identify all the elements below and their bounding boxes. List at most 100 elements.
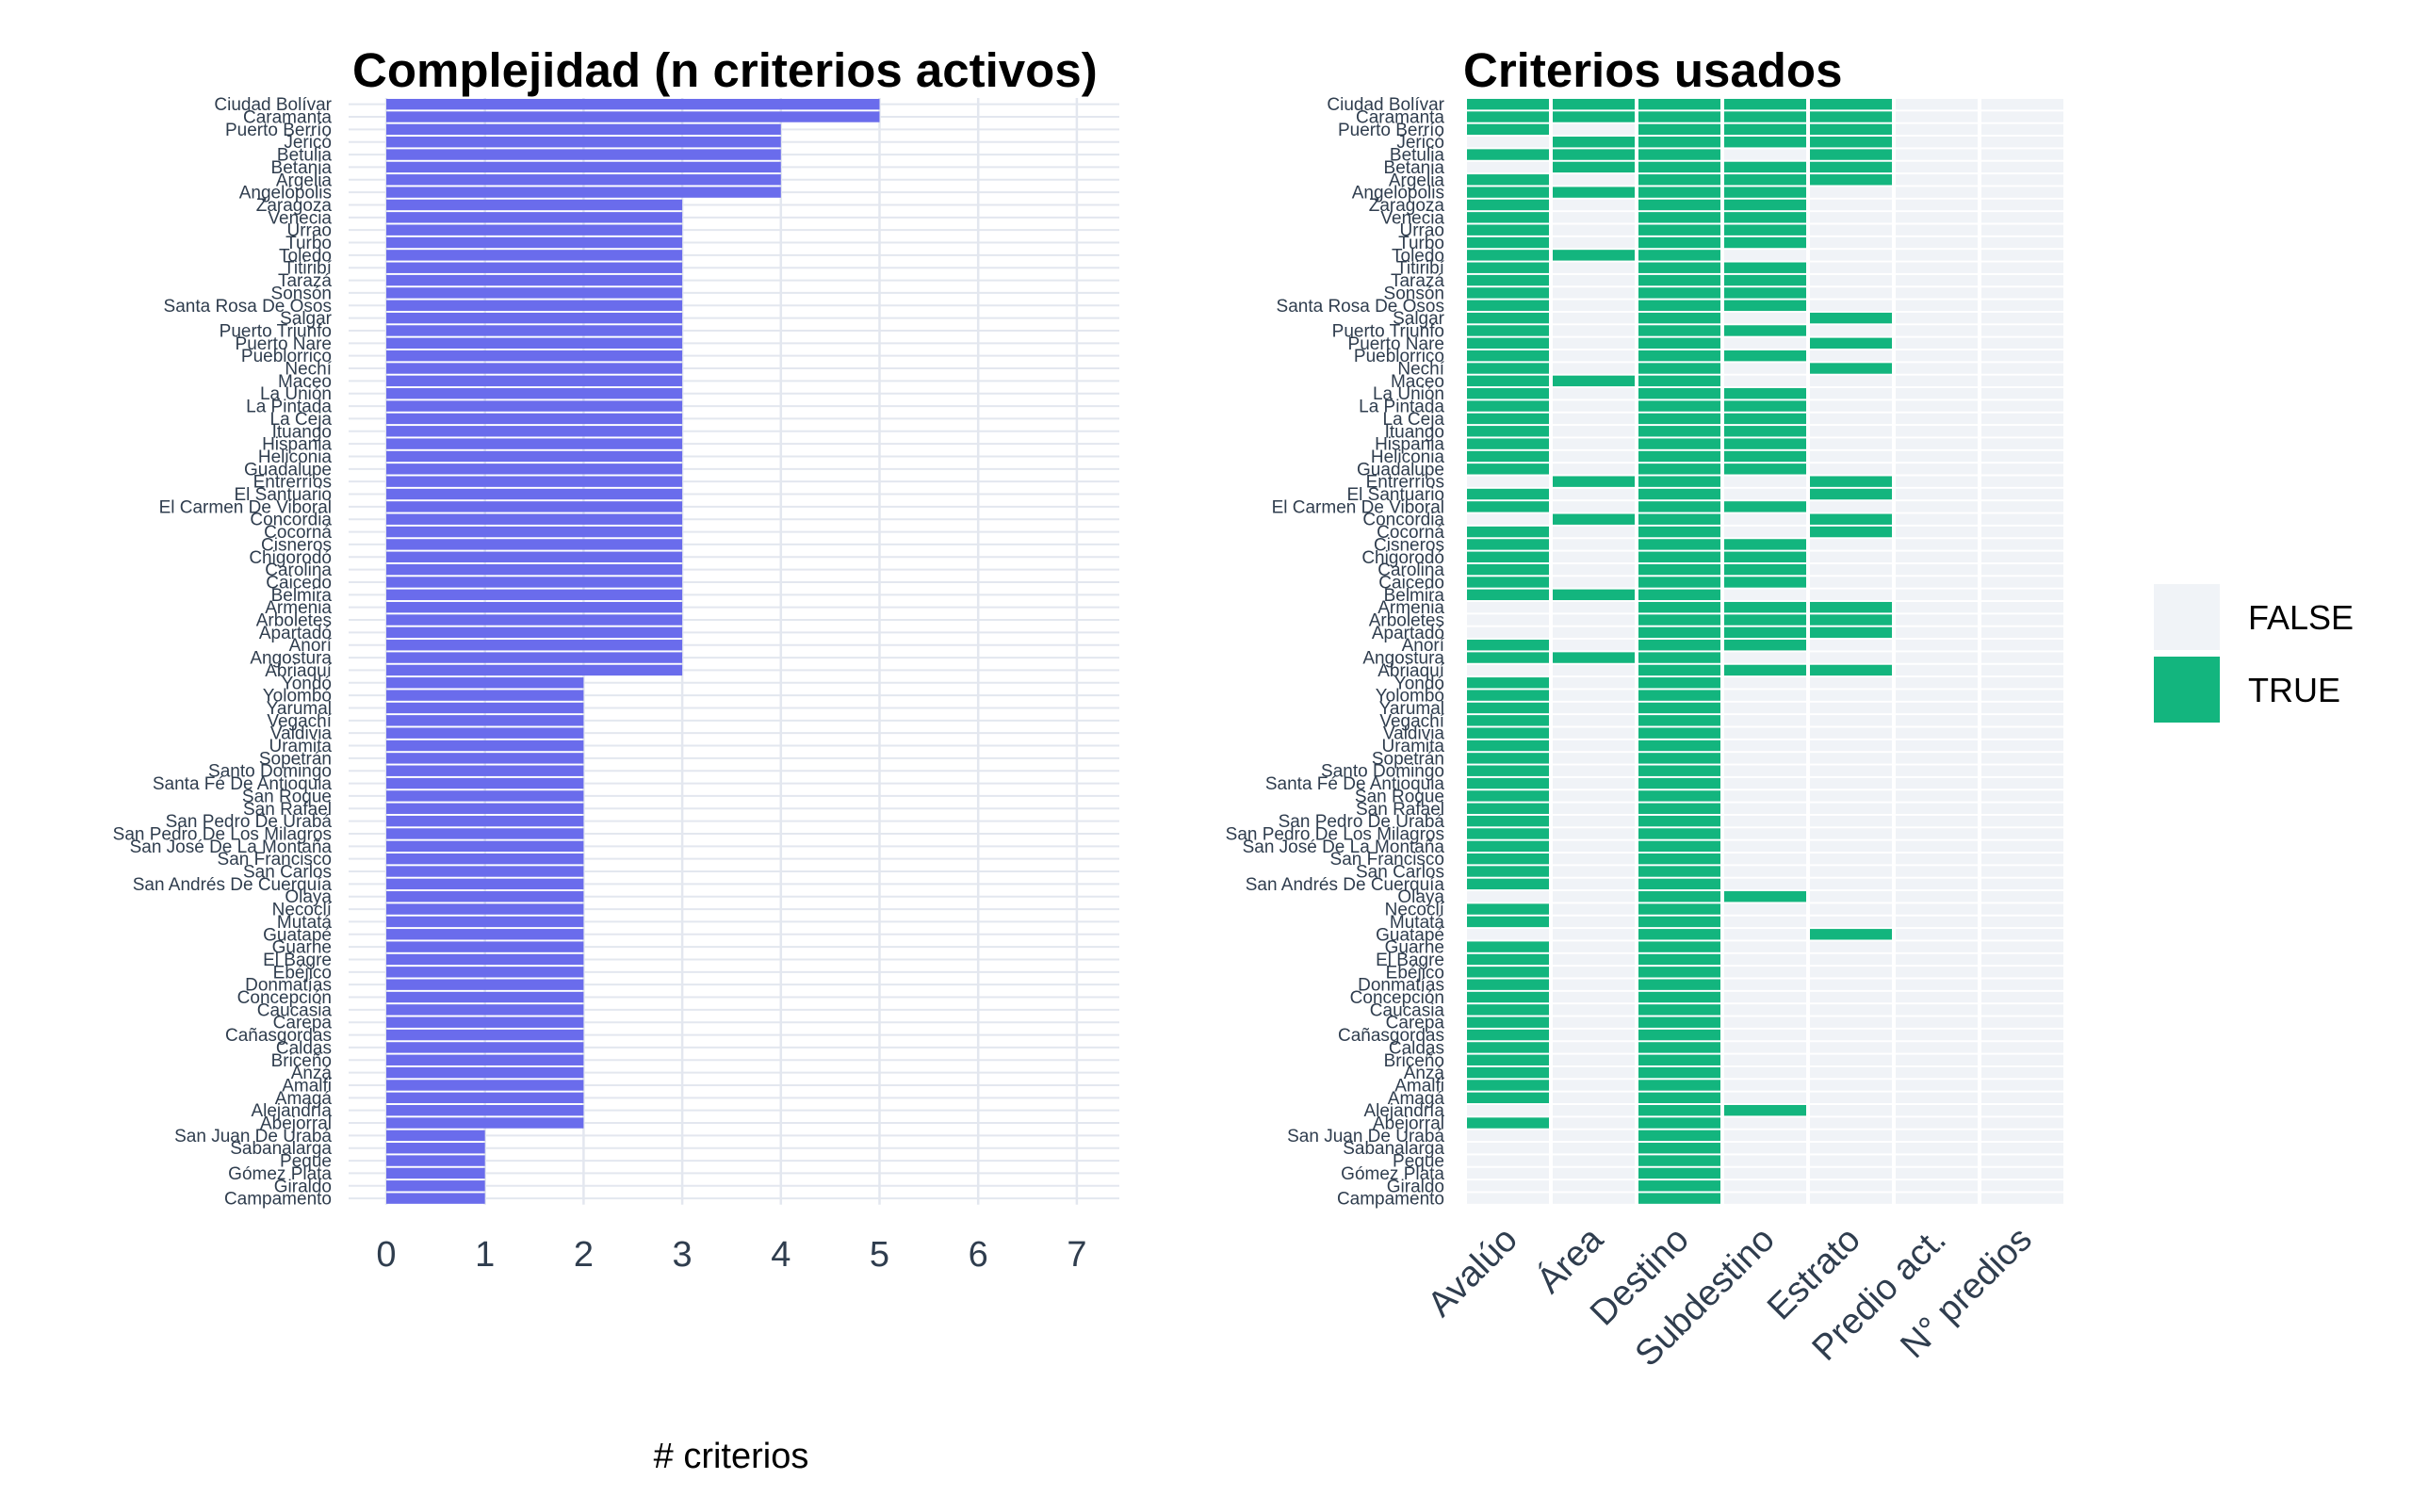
heatmap-cell xyxy=(1638,250,1720,261)
y-tick-label: Puerto Berrío xyxy=(1338,121,1444,140)
y-tick-label: Caicedo xyxy=(266,573,332,593)
heatmap-cell xyxy=(1810,539,1892,550)
heatmap-cell xyxy=(1724,614,1806,626)
x-tick-label: 0 xyxy=(376,1235,396,1275)
heatmap-cell xyxy=(1810,98,1892,110)
heatmap-cell xyxy=(1638,312,1720,324)
y-tick-label: Cañasgordas xyxy=(1338,1026,1444,1046)
heatmap-cell xyxy=(1467,652,1549,663)
y-tick-label: Hispania xyxy=(1375,435,1444,455)
heatmap-cell xyxy=(1467,614,1549,626)
heatmap-cell xyxy=(1981,765,2063,776)
heatmap-cell xyxy=(1638,123,1720,136)
heatmap-cell xyxy=(1981,1080,2063,1091)
heatmap-cell xyxy=(1553,111,1635,122)
y-tick-label: Carolina xyxy=(265,561,332,580)
y-tick-label: Amalfi xyxy=(1394,1076,1444,1096)
heatmap-cell xyxy=(1467,903,1549,915)
heatmap-cell xyxy=(1467,224,1549,236)
heatmap-cell xyxy=(1638,1180,1720,1192)
heatmap-cell xyxy=(1896,690,1978,701)
heatmap-cell xyxy=(1896,1054,1978,1065)
y-tick-label: Caldas xyxy=(276,1038,332,1058)
x-tick-label: 6 xyxy=(969,1235,988,1275)
bar-maceo xyxy=(386,375,683,387)
heatmap-cell xyxy=(1467,828,1549,839)
heatmap-cell xyxy=(1638,727,1720,739)
heatmap-cell xyxy=(1810,916,1892,928)
heatmap-cell xyxy=(1981,438,2063,449)
heatmap-cell xyxy=(1638,866,1720,877)
heatmap-cell xyxy=(1896,991,1978,1003)
heatmap-cell xyxy=(1724,161,1806,173)
heatmap-cell xyxy=(1896,1042,1978,1053)
heatmap-cell xyxy=(1724,539,1806,550)
heatmap-cell xyxy=(1467,790,1549,802)
heatmap-cell xyxy=(1724,438,1806,449)
heatmap-cell xyxy=(1981,1180,2063,1192)
heatmap-cell xyxy=(1638,715,1720,726)
heatmap-cell xyxy=(1981,626,2063,639)
heatmap-cell xyxy=(1896,312,1978,324)
heatmap-cell xyxy=(1810,967,1892,978)
y-tick-label: Abriaquí xyxy=(265,661,332,681)
heatmap-cell xyxy=(1638,388,1720,399)
heatmap-cell xyxy=(1981,815,2063,827)
heatmap-cell xyxy=(1724,1167,1806,1179)
y-tick-label: Salgar xyxy=(280,309,333,329)
heatmap-cell xyxy=(1638,1092,1720,1104)
heatmap-cell xyxy=(1896,413,1978,425)
heatmap-cell xyxy=(1638,589,1720,601)
bar-caramanta xyxy=(386,111,880,122)
criteria-x-tick-labels: Avalúo ÁreaDestinoSubdestinoEstratoPredio… xyxy=(1420,1218,2039,1374)
legend-key-true xyxy=(2154,657,2220,723)
heatmap-cell xyxy=(1467,400,1549,412)
heatmap-cell xyxy=(1810,1193,1892,1204)
y-tick-label: San Andrés De Cuerquía xyxy=(1246,875,1445,895)
y-tick-label: San Roque xyxy=(242,787,332,806)
y-tick-label: Caicedo xyxy=(1378,573,1444,593)
y-tick-label: Puerto Berrío xyxy=(225,121,332,140)
heatmap-cell xyxy=(1638,476,1720,487)
heatmap-cell xyxy=(1553,363,1635,374)
heatmap-cell xyxy=(1981,828,2063,839)
heatmap-cell xyxy=(1981,840,2063,853)
y-tick-label: Concepción xyxy=(1350,988,1444,1008)
heatmap-cell xyxy=(1553,840,1635,853)
y-tick-label: Toledo xyxy=(279,246,332,266)
heatmap-cell xyxy=(1724,953,1806,966)
heatmap-cell xyxy=(1981,891,2063,902)
heatmap-cell xyxy=(1724,312,1806,324)
y-tick-label: Sonsón xyxy=(1384,284,1444,303)
y-tick-label: Donmatías xyxy=(1358,976,1444,996)
heatmap-cell xyxy=(1896,161,1978,173)
bar-heliconia xyxy=(386,450,683,463)
heatmap-cell xyxy=(1810,1054,1892,1065)
criteria-heatmap-cells xyxy=(1467,98,2063,1204)
heatmap-cell xyxy=(1981,187,2063,198)
heatmap-cell xyxy=(1981,991,2063,1003)
heatmap-cell xyxy=(1810,803,1892,814)
heatmap-cell xyxy=(1724,740,1806,752)
heatmap-cell xyxy=(1896,262,1978,273)
y-tick-label: Toledo xyxy=(1392,246,1444,266)
y-tick-label: Belmira xyxy=(1384,586,1445,606)
heatmap-cell xyxy=(1553,325,1635,336)
heatmap-cell xyxy=(1724,1155,1806,1166)
heatmap-cell xyxy=(1981,853,2063,865)
bar-guarne xyxy=(386,941,584,952)
y-tick-label: Campamento xyxy=(224,1190,332,1210)
bar-angostura xyxy=(386,652,683,663)
heatmap-cell xyxy=(1810,224,1892,236)
heatmap-cell xyxy=(1553,640,1635,651)
heatmap-cell xyxy=(1810,1042,1892,1053)
heatmap-cell xyxy=(1467,1130,1549,1142)
y-tick-label: San Roque xyxy=(1355,787,1444,806)
heatmap-cell xyxy=(1810,828,1892,839)
heatmap-cell xyxy=(1724,815,1806,827)
heatmap-cell xyxy=(1467,539,1549,550)
y-tick-label: San Rafael xyxy=(243,800,332,820)
heatmap-cell xyxy=(1724,250,1806,261)
heatmap-cell xyxy=(1724,715,1806,726)
